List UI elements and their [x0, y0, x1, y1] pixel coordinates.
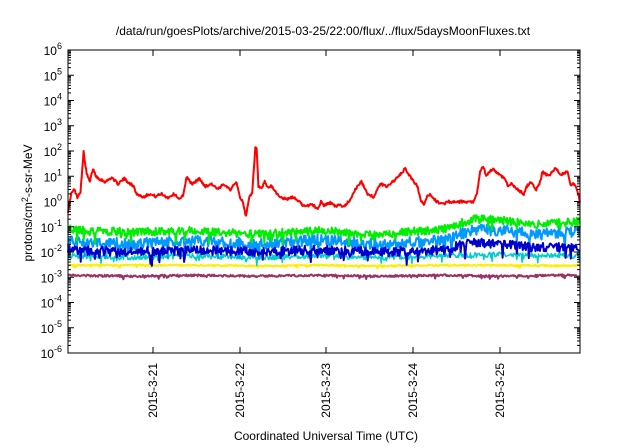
series-line: [67, 146, 581, 217]
y-axis-label-suffix: -s-sr-MeV: [21, 144, 35, 197]
y-tick-label: 10-3: [41, 268, 62, 285]
x-tick-label: 2015-3-25: [493, 363, 507, 418]
y-tick-label: 10-4: [41, 294, 62, 311]
x-tick-label: 2015-3-24: [406, 363, 420, 418]
y-tick-label: 10-6: [41, 344, 62, 361]
series-line: [67, 263, 581, 270]
series-line: [67, 214, 581, 246]
y-tick-label: 105: [44, 66, 62, 83]
y-tick-label: 101: [44, 167, 62, 184]
plot-frame: [67, 49, 581, 354]
x-tick-label: 2015-3-23: [319, 363, 333, 418]
y-axis: 10-6 10-5 10-4 10-3 10-2 10-1 100 101 102 103 104 1…: [41, 41, 580, 361]
chart-title: /data/run/goesPlots/archive/2015-03-25/2…: [116, 24, 531, 38]
series-line: [67, 273, 581, 281]
y-axis-label-prefix: protons/cm: [21, 202, 35, 261]
plot-area: [67, 146, 581, 281]
y-tick-label: 10-1: [41, 218, 62, 235]
series-line: [67, 223, 581, 260]
y-axis-label: protons/cm2-s-sr-MeV: [20, 144, 35, 261]
series-line: [67, 237, 580, 267]
y-tick-label: 103: [44, 117, 62, 134]
x-tick-label: 2015-3-21: [146, 363, 160, 418]
x-axis: 2015-3-21 2015-3-22 2015-3-23 2015-3-24 2015…: [146, 50, 507, 418]
y-tick-label: 100: [44, 193, 62, 210]
y-tick-label: 10-2: [41, 243, 62, 260]
y-tick-label: 10-5: [41, 319, 62, 336]
x-axis-label: Coordinated Universal Time (UTC): [234, 429, 418, 443]
y-tick-label: 106: [44, 41, 62, 58]
x-tick-label: 2015-3-22: [233, 363, 247, 418]
y-axis-label-sup: 2: [20, 197, 30, 202]
y-tick-label: 102: [44, 142, 62, 159]
series-line: [67, 251, 581, 267]
y-tick-label: 104: [44, 92, 62, 109]
